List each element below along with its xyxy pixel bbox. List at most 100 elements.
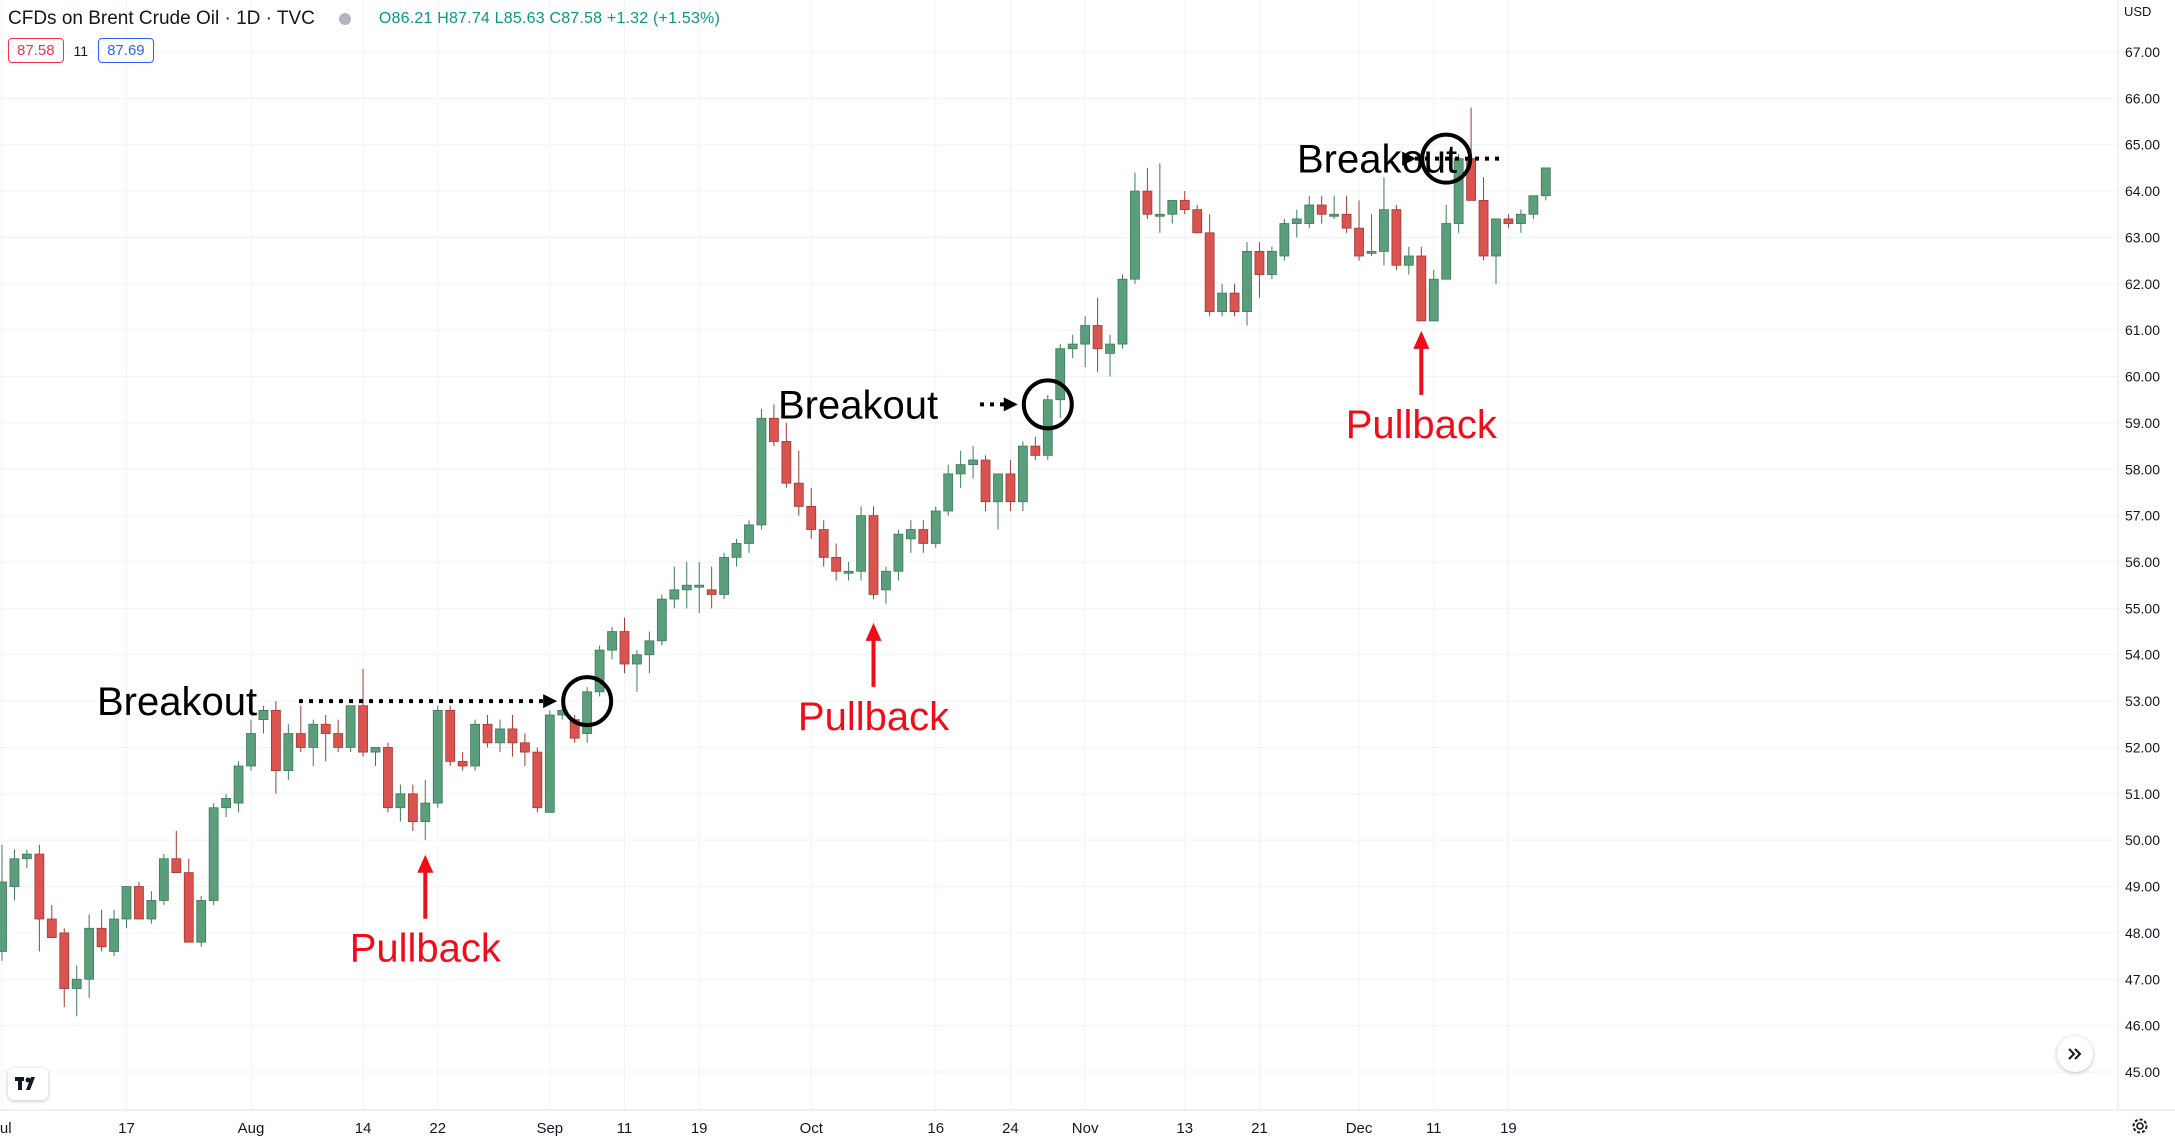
candle-body	[457, 760, 468, 767]
tradingview-logo-icon[interactable]	[8, 1068, 48, 1100]
candle	[507, 715, 518, 757]
y-tick-label: 57.00	[2125, 508, 2160, 524]
market-status-dot	[338, 13, 351, 25]
candle-body	[881, 570, 891, 591]
candle	[1329, 195, 1340, 219]
symbol-title[interactable]: CFDs on Brent Crude Oil · 1D · TVC	[8, 8, 315, 29]
candle	[1528, 195, 1539, 219]
candle	[544, 710, 555, 813]
candle	[520, 733, 530, 766]
candle	[831, 543, 842, 581]
x-tick-label: 21	[1251, 1120, 1268, 1137]
candle	[495, 719, 505, 753]
y-tick-label: 45.00	[2125, 1064, 2160, 1080]
y-tick-label: 50.00	[2125, 832, 2160, 848]
candle-body	[644, 640, 655, 656]
candle-body	[632, 654, 642, 665]
y-tick-label: 62.00	[2125, 276, 2160, 292]
x-tick-label: 19	[1500, 1120, 1517, 1137]
candle-body	[1403, 255, 1414, 266]
candle	[109, 909, 119, 957]
candle-body	[1354, 227, 1364, 257]
tv-logo-glyph	[15, 1077, 35, 1090]
candle-body	[520, 742, 530, 753]
candle	[1229, 283, 1240, 317]
candle	[1018, 441, 1028, 511]
candle	[1491, 218, 1501, 284]
ohlc-readout: O86.21 H87.74 L85.63 C87.58 +1.32 (+1.53…	[378, 10, 720, 27]
candle	[295, 705, 306, 753]
candle-body	[893, 533, 904, 572]
candle	[1540, 167, 1551, 201]
spread-value: 11	[73, 42, 89, 59]
candle	[843, 562, 854, 581]
candle	[1067, 334, 1078, 358]
scroll-to-latest-glyph	[2068, 1048, 2082, 1060]
double-chevron-right-icon[interactable]	[2057, 1036, 2093, 1072]
candle	[1366, 214, 1377, 256]
candle-body	[1279, 223, 1290, 257]
candle	[1304, 195, 1315, 229]
candle	[968, 446, 978, 479]
candle	[1391, 205, 1402, 270]
candle-body	[96, 927, 107, 948]
candle	[1254, 242, 1265, 298]
candle	[84, 914, 95, 998]
candle	[1267, 246, 1277, 280]
candle	[818, 520, 829, 567]
currency-label[interactable]: USD	[2124, 4, 2152, 19]
candle-body	[283, 733, 294, 772]
candle-body	[1030, 445, 1041, 456]
y-tick-label: 55.00	[2125, 600, 2160, 616]
candle	[868, 506, 879, 600]
x-tick-label: 13	[1176, 1120, 1193, 1137]
candle-body	[1540, 167, 1551, 197]
candle-body	[21, 853, 32, 860]
y-tick-label: 47.00	[2125, 971, 2160, 987]
candle	[395, 784, 406, 822]
annotation-layer: Breakout Breakout Breakout Pullback Pullback…	[97, 132, 1499, 971]
candle	[930, 506, 941, 549]
candle	[1341, 195, 1352, 233]
candle	[918, 520, 929, 553]
candle	[146, 891, 157, 924]
x-tick-label: Sep	[536, 1120, 563, 1137]
candle-body	[694, 584, 705, 588]
candle-body	[345, 705, 356, 748]
candle-body	[1142, 190, 1153, 215]
pullback-arrowhead	[417, 854, 434, 873]
candle	[980, 455, 991, 511]
candle	[744, 520, 754, 553]
candle-body	[9, 858, 20, 887]
candle-body	[843, 570, 854, 574]
candle-body	[258, 709, 269, 721]
candle-body	[171, 858, 182, 874]
buy-price-button[interactable]: 87.69	[98, 38, 154, 63]
candle	[59, 928, 70, 1008]
candle	[1503, 214, 1514, 229]
breakout-circle	[1420, 132, 1473, 185]
candle-body	[781, 441, 792, 484]
candle	[756, 409, 767, 530]
y-tick-label: 65.00	[2125, 137, 2160, 153]
candle	[955, 450, 966, 488]
candle-body	[1179, 199, 1190, 211]
candle-body	[955, 464, 966, 475]
candle-body	[532, 751, 543, 809]
gear-icon[interactable]	[2130, 1116, 2150, 1142]
candle-body	[146, 900, 157, 920]
candle	[1080, 316, 1091, 368]
candle-body	[856, 515, 866, 572]
sell-price-button[interactable]: 87.58	[8, 38, 64, 63]
candle	[656, 594, 667, 646]
candle	[208, 803, 219, 906]
candle	[1416, 246, 1427, 322]
candle	[0, 844, 7, 961]
y-tick-label: 54.00	[2125, 647, 2160, 663]
candle	[806, 487, 817, 539]
candle	[793, 450, 804, 516]
y-tick-label: 67.00	[2125, 44, 2160, 60]
x-tick-label: Oct	[800, 1120, 824, 1137]
